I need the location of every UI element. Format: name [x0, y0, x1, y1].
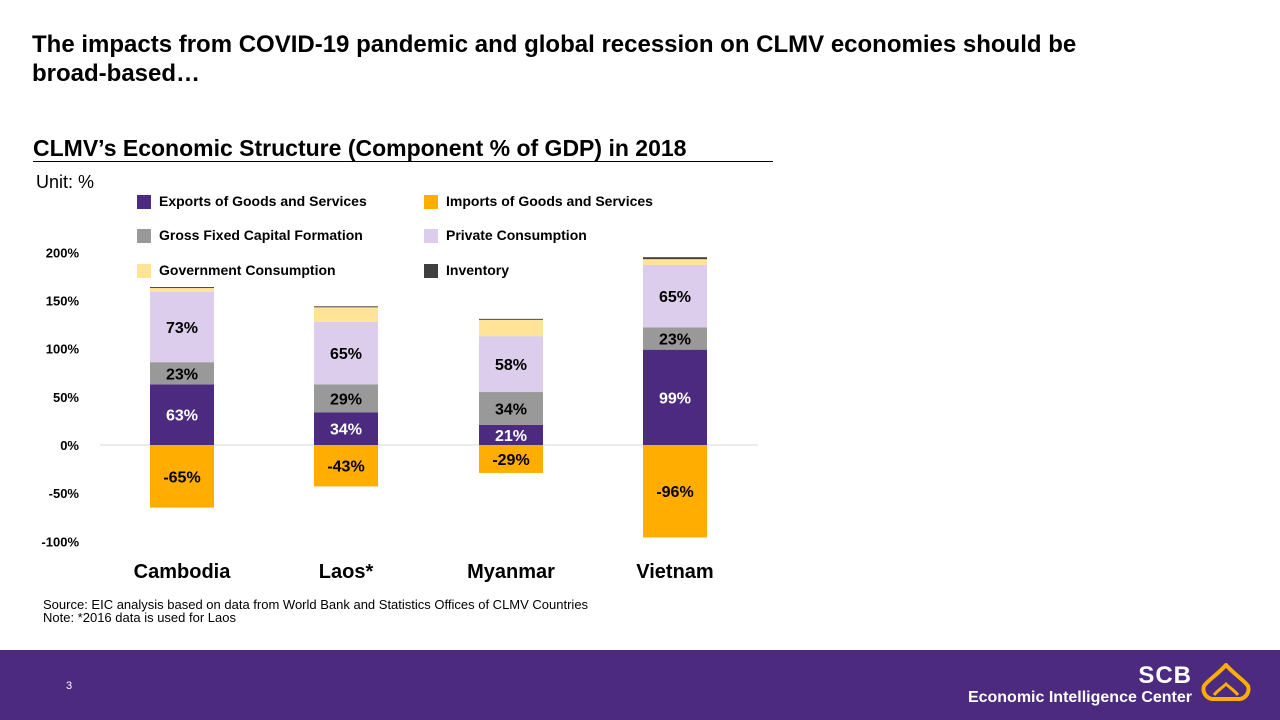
legend-label-imports: Imports of Goods and Services — [446, 193, 653, 209]
data-label-private: 65% — [659, 289, 691, 306]
bar-segment-imports — [479, 445, 543, 473]
legend-label-private: Private Consumption — [446, 227, 587, 243]
x-category-label: Myanmar — [467, 561, 555, 583]
brand-wordmark: SCB Economic Intelligence Center — [968, 664, 1192, 708]
data-label-imports: -43% — [327, 459, 364, 476]
brand-main: SCB — [1138, 662, 1192, 689]
bar-segment-gfcf — [479, 392, 543, 425]
legend-label-inventory: Inventory — [446, 262, 509, 278]
bar-segment-private — [643, 264, 707, 328]
bar-segment-inventory — [643, 257, 707, 260]
bar-segment-private — [314, 321, 378, 385]
data-note: Note: *2016 data is used for Laos — [43, 610, 236, 625]
legend-swatch-inventory — [424, 264, 438, 278]
data-label-exports: 21% — [495, 428, 527, 445]
title-underline — [33, 161, 773, 162]
bar-segment-government — [643, 259, 707, 265]
y-tick-label: 50% — [53, 390, 79, 405]
page-number: 3 — [66, 680, 73, 692]
bar-segment-private — [150, 291, 214, 363]
scb-lotus-logo-icon — [1201, 663, 1251, 701]
legend-swatch-exports — [137, 195, 151, 209]
bar-segment-imports — [643, 445, 707, 538]
legend-swatch-government — [137, 264, 151, 278]
brand-sub: Economic Intelligence Center — [967, 689, 1192, 706]
y-tick-label: 0% — [60, 438, 79, 453]
legend-swatch-imports — [424, 195, 438, 209]
data-label-gfcf: 29% — [330, 391, 362, 408]
bar-segment-exports — [314, 412, 378, 445]
bar-segment-government — [150, 288, 214, 292]
y-tick-label: 100% — [46, 342, 80, 357]
legend-swatch-gfcf — [137, 229, 151, 243]
x-category-label: Laos* — [319, 561, 374, 583]
y-tick-label: -100% — [41, 534, 79, 549]
data-label-imports: -65% — [163, 469, 200, 486]
bar-segment-gfcf — [643, 327, 707, 350]
legend-swatch-private — [424, 229, 438, 243]
bar-segment-imports — [150, 445, 214, 508]
data-label-private: 73% — [166, 320, 198, 337]
source-note: Source: EIC analysis based on data from … — [43, 597, 589, 612]
bar-segment-exports — [479, 424, 543, 445]
bar-segment-government — [479, 319, 543, 337]
bar-segment-government — [314, 307, 378, 322]
chart-title: CLMV’s Economic Structure (Component % o… — [33, 135, 687, 161]
bar-segment-private — [479, 336, 543, 393]
data-label-exports: 63% — [166, 408, 198, 425]
x-category-label: Cambodia — [134, 561, 232, 583]
legend-label-government: Government Consumption — [159, 262, 336, 278]
bar-segment-gfcf — [150, 362, 214, 385]
bar-segment-inventory — [314, 306, 378, 308]
data-label-exports: 34% — [330, 422, 362, 439]
stacked-bar-chart: 200% 150% 100% 50% 0% -50% -100% 63% 23% 73% -65% C… — [41, 193, 758, 583]
legend-label-exports: Exports of Goods and Services — [159, 193, 367, 209]
data-label-exports: 99% — [659, 390, 691, 407]
y-tick-label: -50% — [49, 486, 80, 501]
data-label-gfcf: 23% — [166, 366, 198, 383]
y-tick-label: 200% — [46, 245, 80, 260]
bar-segment-gfcf — [314, 384, 378, 413]
data-label-private: 65% — [330, 346, 362, 363]
unit-label: Unit: % — [36, 172, 95, 192]
y-tick-label: 150% — [46, 294, 80, 309]
slide-title: The impacts from COVID-19 pandemic and g… — [32, 31, 1077, 87]
data-label-gfcf: 23% — [659, 332, 691, 349]
bar-segment-exports — [150, 384, 214, 445]
data-label-imports: -96% — [656, 484, 693, 501]
footer-bar: 3 SCB Economic Intelligence Center — [0, 650, 1280, 720]
data-label-private: 58% — [495, 357, 527, 374]
bar-segment-imports — [314, 445, 378, 487]
bar-segment-exports — [643, 349, 707, 445]
bar-segment-inventory — [479, 318, 543, 320]
data-label-imports: -29% — [492, 452, 529, 469]
legend-label-gfcf: Gross Fixed Capital Formation — [159, 227, 363, 243]
x-category-label: Vietnam — [636, 561, 713, 583]
data-label-gfcf: 34% — [495, 401, 527, 418]
bar-segment-inventory — [150, 287, 214, 289]
